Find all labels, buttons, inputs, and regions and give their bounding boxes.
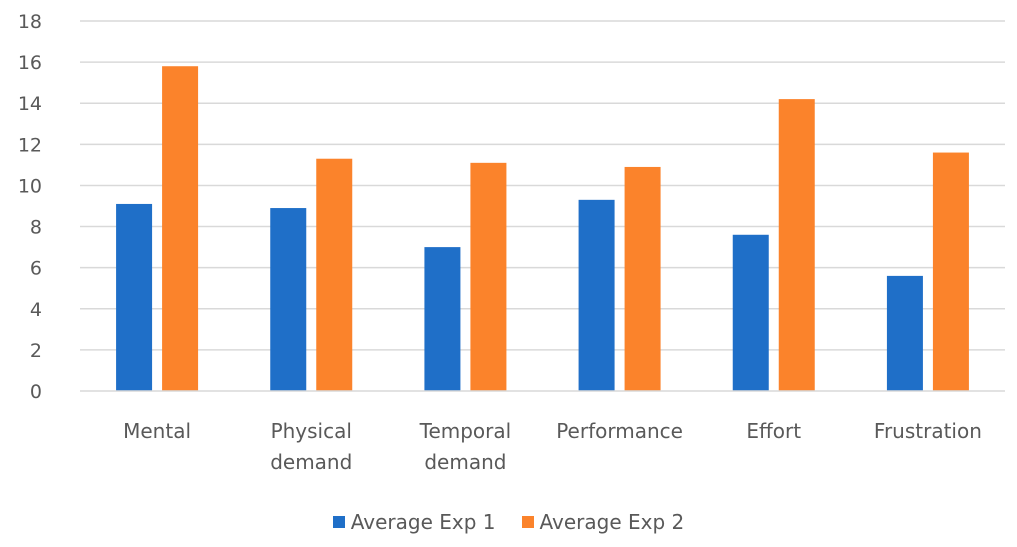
- y-tick-label: 10: [18, 175, 42, 197]
- legend-swatch-series-2: [521, 516, 534, 528]
- x-category-label: Performance: [556, 419, 683, 443]
- bar-series-2-mental[interactable]: [162, 66, 199, 391]
- y-tick-label: 14: [18, 93, 42, 115]
- x-category-label-line: demand: [424, 450, 506, 474]
- legend-label-series-1: Average Exp 1: [350, 510, 496, 534]
- y-axis-ticks: 0 2 4 6 8 10 12 14 16 18: [18, 11, 42, 403]
- x-category-label-line: Physical: [271, 419, 352, 443]
- bar-series-2-effort[interactable]: [778, 99, 815, 391]
- legend-swatch-series-1: [332, 516, 345, 528]
- x-category-label: Temporal demand: [419, 419, 512, 474]
- x-category-label-line: Mental: [123, 419, 191, 443]
- x-axis-labels: Mental Physical demand Temporal demand Perfor…: [123, 419, 982, 474]
- bar-series-1-effort[interactable]: [732, 234, 769, 391]
- bar-series-1-performance[interactable]: [578, 199, 615, 391]
- bar-series-2-performance[interactable]: [624, 166, 661, 391]
- x-category-label-line: demand: [270, 450, 352, 474]
- bar-series-2-frustration[interactable]: [932, 152, 969, 391]
- y-tick-label: 0: [30, 381, 42, 403]
- x-category-label-line: Temporal: [419, 419, 512, 443]
- y-tick-label: 18: [18, 11, 42, 33]
- legend-item-series-1[interactable]: Average Exp 1: [332, 510, 496, 534]
- legend-item-series-2[interactable]: Average Exp 2: [521, 510, 685, 534]
- bar-series-1-mental[interactable]: [116, 203, 153, 391]
- x-category-label: Physical demand: [270, 419, 352, 474]
- x-category-label: Effort: [746, 419, 801, 443]
- x-category-label-line: Performance: [556, 419, 683, 443]
- y-tick-label: 6: [30, 258, 42, 280]
- bar-series-1-physical-demand[interactable]: [270, 208, 307, 391]
- y-tick-label: 2: [30, 340, 42, 362]
- x-category-label: Frustration: [874, 419, 982, 443]
- legend: Average Exp 1 Average Exp 2: [0, 510, 1017, 534]
- bar-series-2-physical-demand[interactable]: [316, 158, 353, 391]
- y-tick-label: 12: [18, 134, 42, 156]
- x-category-label: Mental: [123, 419, 191, 443]
- bar-series-1-temporal-demand[interactable]: [424, 247, 461, 391]
- bar-series-2-temporal-demand[interactable]: [470, 162, 507, 391]
- x-category-label-line: Frustration: [874, 419, 982, 443]
- x-category-label-line: Effort: [746, 419, 801, 443]
- gridlines: [80, 20, 1005, 351]
- y-tick-label: 16: [18, 52, 42, 74]
- y-tick-label: 4: [30, 299, 42, 321]
- y-tick-label: 8: [30, 217, 42, 239]
- bars: [116, 66, 969, 391]
- legend-label-series-2: Average Exp 2: [539, 510, 685, 534]
- bar-series-1-frustration[interactable]: [886, 275, 923, 391]
